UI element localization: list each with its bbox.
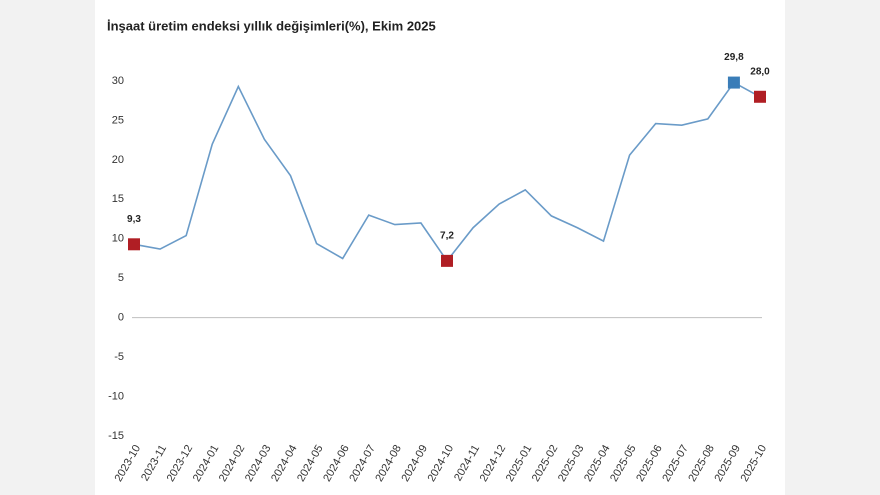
point-marker	[754, 90, 766, 103]
y-tick-label: 25	[112, 114, 124, 126]
point-marker	[441, 254, 453, 267]
data-label: 28,0	[750, 66, 770, 77]
y-tick-label: -15	[108, 430, 124, 442]
point-marker	[128, 238, 140, 251]
y-tick-label: 30	[112, 75, 124, 87]
chart-background	[95, 0, 785, 495]
point-marker	[727, 76, 740, 89]
y-tick-label: 5	[118, 272, 124, 284]
data-label: 9,3	[127, 214, 141, 225]
data-label: 7,2	[440, 231, 454, 242]
data-label: 29,8	[724, 52, 744, 63]
y-tick-label: 20	[112, 154, 124, 166]
y-tick-label: 10	[112, 233, 124, 245]
chart-title: İnşaat üretim endeksi yıllık değişimleri…	[107, 18, 436, 33]
y-tick-label: -5	[114, 351, 124, 363]
y-tick-label: -10	[108, 390, 124, 402]
y-tick-label: 0	[118, 312, 124, 324]
y-tick-label: 15	[112, 193, 124, 205]
